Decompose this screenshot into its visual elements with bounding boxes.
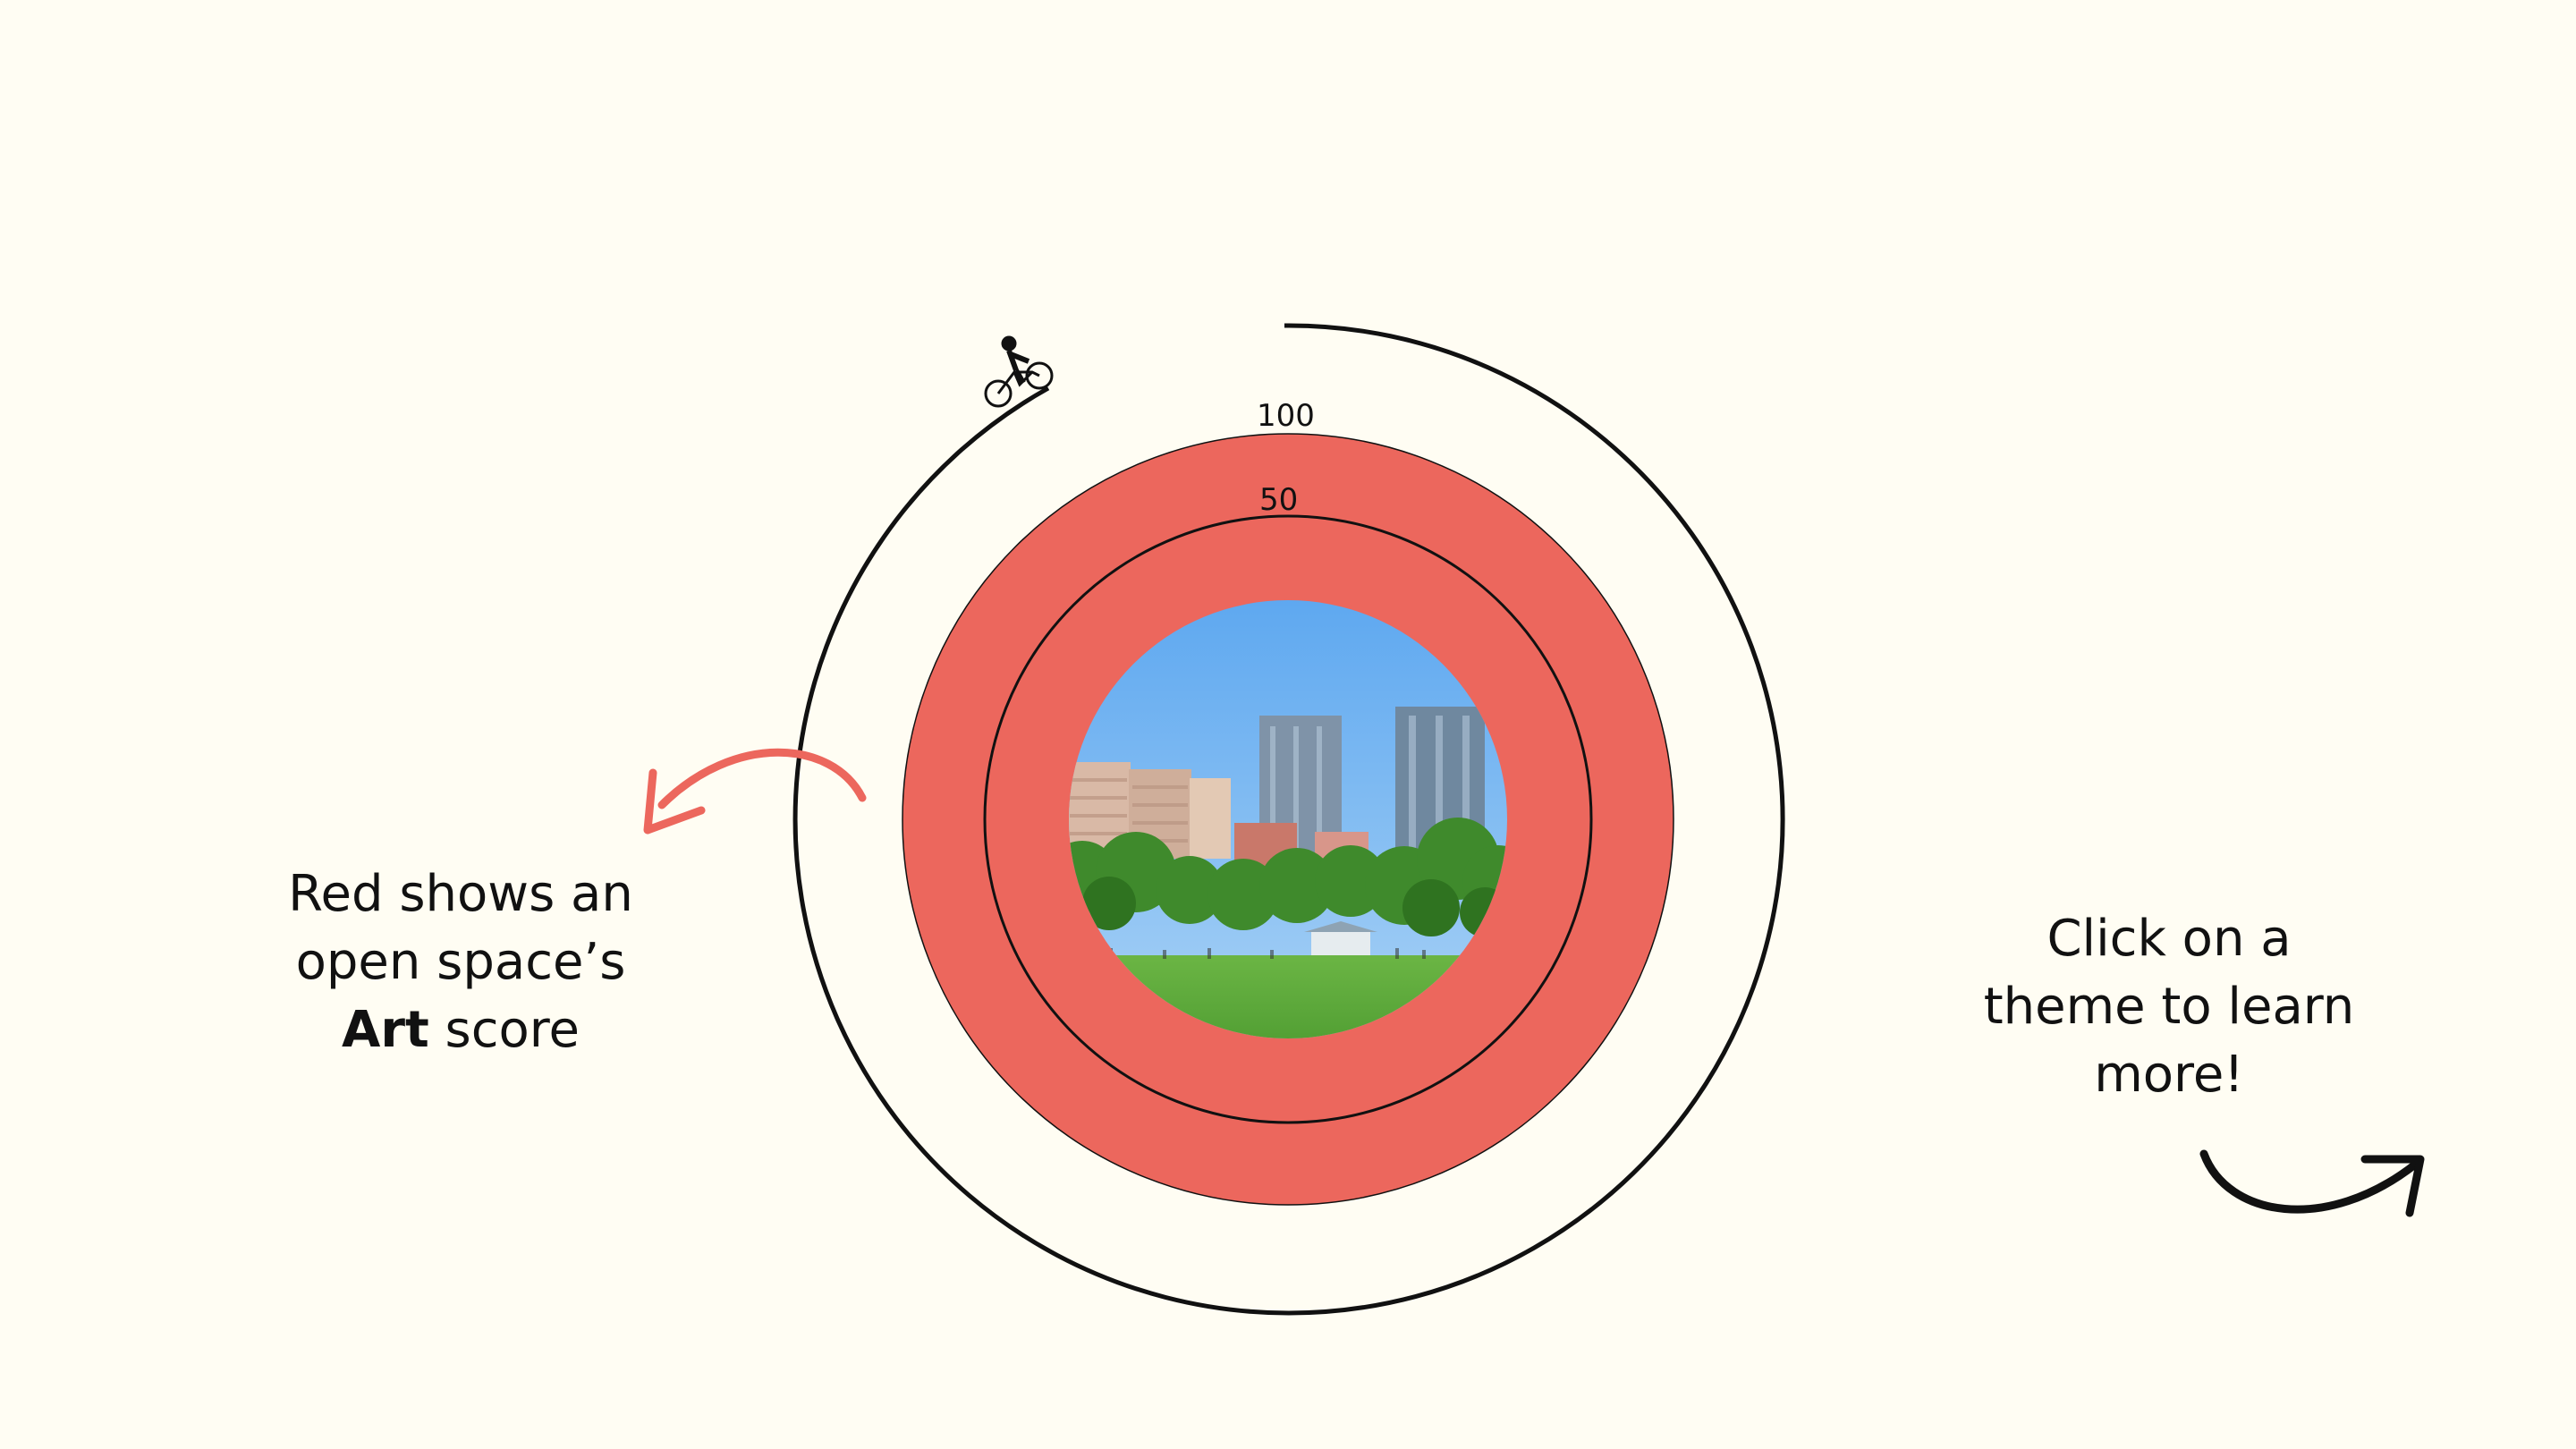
score-explanation-caption: Red shows an open space’s Art score [192, 860, 729, 1064]
scale-ring-50 [983, 514, 1593, 1124]
left-caption-line1: Red shows an [288, 865, 633, 923]
left-caption-line3: Art score [192, 996, 729, 1064]
cyclist-icon [984, 335, 1054, 408]
outer-track-arc [792, 323, 1785, 1316]
curved-arrow-left-icon [643, 748, 867, 835]
right-caption-line2: theme to learn [1983, 978, 2355, 1036]
city-park-photo[interactable] [1046, 599, 1534, 1063]
click-theme-hint: Click on a theme to learn more! [1910, 905, 2428, 1109]
right-caption-line1: Click on a [2046, 910, 2292, 968]
right-caption-line3: more! [2094, 1046, 2244, 1104]
left-caption-line2: open space’s [295, 933, 626, 991]
scale-ring-100 [902, 433, 1674, 1206]
theme-name: Art [341, 1001, 429, 1059]
left-caption-line3-rest: score [428, 1001, 580, 1059]
scale-label-100: 100 [1257, 398, 1315, 434]
curved-arrow-right-icon [2199, 1149, 2425, 1217]
scale-label-50: 50 [1259, 482, 1298, 518]
